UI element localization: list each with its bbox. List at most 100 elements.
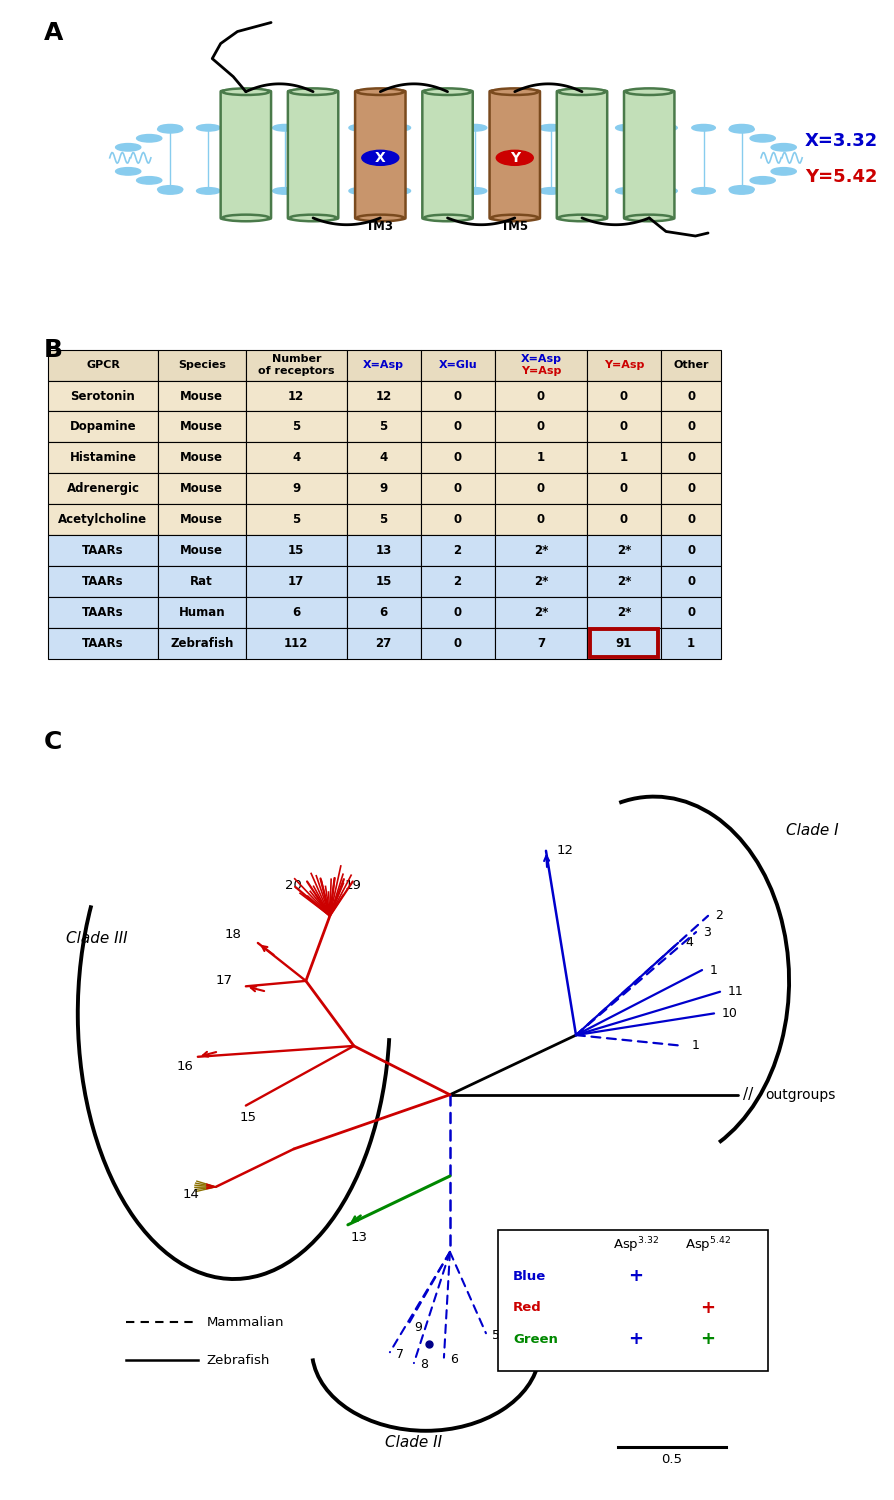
Text: 5: 5 <box>492 1329 500 1341</box>
Text: 0.5: 0.5 <box>662 1454 682 1467</box>
Text: 6: 6 <box>292 606 300 619</box>
Bar <box>48 628 157 658</box>
Text: Number
of receptors: Number of receptors <box>258 354 334 376</box>
Text: TAARs: TAARs <box>82 574 123 588</box>
Ellipse shape <box>290 214 337 222</box>
Text: 0: 0 <box>687 420 696 434</box>
Bar <box>246 442 347 474</box>
Text: 0: 0 <box>687 574 696 588</box>
Bar <box>661 504 721 536</box>
Ellipse shape <box>730 124 754 130</box>
Ellipse shape <box>771 144 797 152</box>
Text: 2*: 2* <box>617 606 631 619</box>
Text: 2*: 2* <box>534 574 548 588</box>
Bar <box>661 442 721 474</box>
Text: 7: 7 <box>536 636 544 650</box>
Text: 0: 0 <box>453 390 461 402</box>
Bar <box>421 442 494 474</box>
Bar <box>587 411 661 442</box>
Text: 0: 0 <box>536 482 544 495</box>
Bar <box>587 628 661 658</box>
Ellipse shape <box>463 124 486 130</box>
Bar <box>661 597 721 628</box>
Bar <box>246 628 347 658</box>
Text: Dopamine: Dopamine <box>70 420 136 434</box>
Bar <box>587 566 661 597</box>
Text: 12: 12 <box>288 390 304 402</box>
Bar <box>246 566 347 597</box>
Text: X=3.32: X=3.32 <box>805 132 878 150</box>
Text: 0: 0 <box>687 452 696 465</box>
Bar <box>246 381 347 411</box>
Text: 2*: 2* <box>534 606 548 619</box>
Text: 2: 2 <box>715 909 723 922</box>
Bar <box>157 628 246 658</box>
Text: 27: 27 <box>375 636 392 650</box>
Text: 1: 1 <box>620 452 628 465</box>
Bar <box>661 536 721 566</box>
Text: 8: 8 <box>420 1359 428 1371</box>
Ellipse shape <box>197 124 220 130</box>
Text: Mouse: Mouse <box>181 544 224 556</box>
Text: 9: 9 <box>380 482 388 495</box>
Text: 2: 2 <box>453 544 461 556</box>
Bar <box>494 504 587 536</box>
Bar <box>246 474 347 504</box>
Ellipse shape <box>115 168 141 176</box>
Text: 16: 16 <box>177 1060 194 1074</box>
Text: 4: 4 <box>685 936 693 950</box>
Ellipse shape <box>771 168 797 176</box>
Bar <box>494 350 587 381</box>
Text: 10: 10 <box>721 1007 738 1020</box>
Text: TM3: TM3 <box>367 220 394 234</box>
Bar <box>246 504 347 536</box>
Text: Asp$^{5.42}$: Asp$^{5.42}$ <box>685 1236 731 1256</box>
Text: 19: 19 <box>345 879 362 891</box>
Text: 1: 1 <box>536 452 544 465</box>
Text: Species: Species <box>178 360 225 370</box>
Text: Red: Red <box>513 1302 542 1314</box>
Text: 0: 0 <box>453 482 461 495</box>
Bar <box>246 536 347 566</box>
Text: 1: 1 <box>691 1040 699 1053</box>
Text: A: A <box>44 21 63 45</box>
Text: +: + <box>701 1330 715 1348</box>
Bar <box>661 411 721 442</box>
Ellipse shape <box>158 188 182 194</box>
Text: 1: 1 <box>687 636 696 650</box>
Text: 0: 0 <box>536 513 544 526</box>
Text: +: + <box>701 1299 715 1317</box>
Ellipse shape <box>349 188 373 194</box>
Text: Clade I: Clade I <box>786 822 839 837</box>
Bar <box>587 442 661 474</box>
Ellipse shape <box>502 188 525 194</box>
Bar <box>494 536 587 566</box>
Text: 5: 5 <box>380 420 388 434</box>
Ellipse shape <box>730 126 755 134</box>
Bar <box>494 566 587 597</box>
Ellipse shape <box>730 188 754 194</box>
Bar <box>157 442 246 474</box>
Ellipse shape <box>491 88 538 94</box>
Ellipse shape <box>654 124 678 130</box>
Text: Clade III: Clade III <box>66 932 128 946</box>
Ellipse shape <box>273 188 296 194</box>
Text: 112: 112 <box>284 636 308 650</box>
Bar <box>157 350 246 381</box>
Ellipse shape <box>234 124 258 130</box>
Ellipse shape <box>234 188 258 194</box>
Text: 0: 0 <box>453 420 461 434</box>
Bar <box>347 411 421 442</box>
Ellipse shape <box>559 88 605 94</box>
Text: outgroups: outgroups <box>765 1088 836 1101</box>
Text: 0: 0 <box>453 513 461 526</box>
Text: 12: 12 <box>557 844 574 858</box>
Bar <box>347 442 421 474</box>
Bar <box>347 350 421 381</box>
Bar <box>421 350 494 381</box>
Text: 12: 12 <box>375 390 392 402</box>
Text: Y: Y <box>510 152 519 165</box>
Ellipse shape <box>539 188 563 194</box>
Bar <box>347 504 421 536</box>
Text: Zebrafish: Zebrafish <box>207 1354 270 1366</box>
